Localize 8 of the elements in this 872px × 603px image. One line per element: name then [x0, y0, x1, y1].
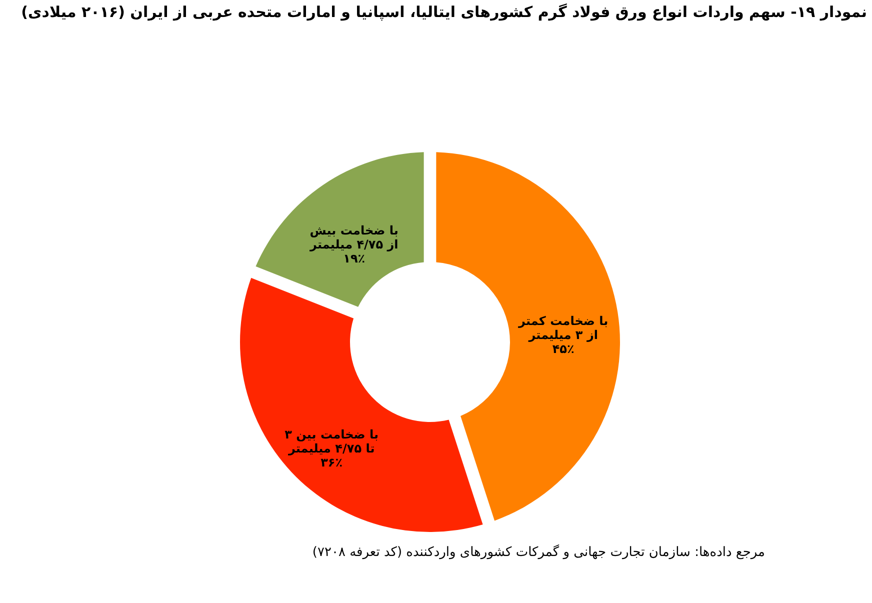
slice-label: با ضخامت بیش از ۴/۷۵ میلیمتر [308, 223, 398, 252]
chart-title: نمودار ۱۹- سهم واردات انواع ورق فولاد گرم کشورهای ایتالیا، اسپانیا و امارات متحده عربی از ایران (۲۰۱۶ میلادی) [21, 3, 867, 21]
data-label: ۴۵٪ [552, 342, 574, 356]
text: مرجع داده‌ها: سازمان تجارت جهانی و گمرکات کشورهای واردکننده (کد تعرفه ۷۲۰۸) [312, 544, 765, 560]
slice-label: با ضخامت بین ۳ تا ۴/۷۵ میلیمتر [284, 427, 379, 456]
data-label: ۳۶٪ [320, 455, 343, 470]
slice-label: با ضخامت کمتر از ۳ میلیمتر [518, 314, 608, 342]
data-label: ۱۹٪ [343, 251, 366, 266]
